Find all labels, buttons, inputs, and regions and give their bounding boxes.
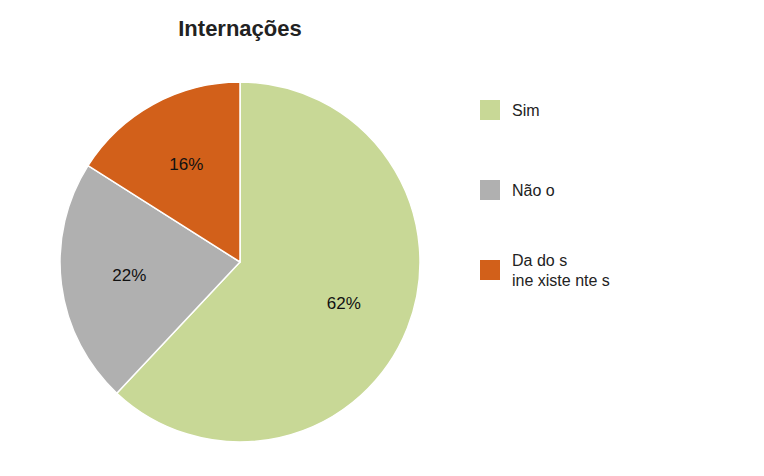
legend-swatch — [480, 100, 500, 120]
legend-item: Não o — [480, 180, 555, 200]
data-label: 62% — [327, 294, 361, 313]
legend-label: Não o — [512, 182, 555, 199]
legend-item: Sim — [480, 100, 540, 120]
data-label: 22% — [112, 266, 146, 285]
pie-slice — [88, 82, 240, 262]
legend-swatch — [480, 260, 500, 280]
legend-item: Da do sine xiste nte s — [480, 252, 610, 289]
data-labels: 62% 22% 16% — [112, 155, 361, 313]
pie — [60, 82, 420, 442]
title: Internações — [178, 16, 302, 41]
legend-label: Da do sine xiste nte s — [512, 252, 610, 289]
legend-label: Sim — [512, 102, 540, 119]
data-label: 16% — [169, 155, 203, 174]
legend: Sim Não o Da do sine xiste nte s — [480, 100, 610, 289]
chart: Internações 62% 22% 16% Sim Não o Da do sine x… — [0, 0, 764, 476]
legend-swatch — [480, 180, 500, 200]
